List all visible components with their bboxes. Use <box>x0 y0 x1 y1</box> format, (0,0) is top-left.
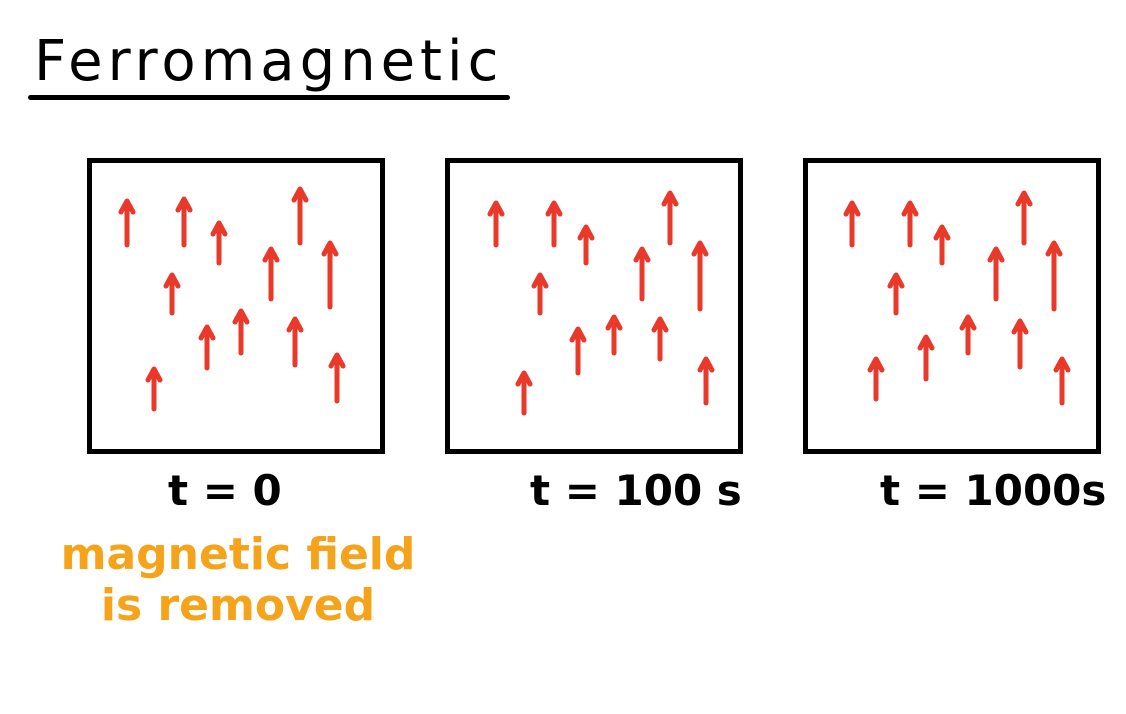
up-arrow-icon <box>1053 356 1071 406</box>
up-arrow-icon <box>569 326 587 376</box>
up-arrow-icon <box>697 356 715 406</box>
arrow-field-t100 <box>487 190 715 416</box>
up-arrow-icon <box>933 224 951 266</box>
time-label-t1000: t = 1000s <box>880 466 1107 515</box>
up-arrow-icon <box>232 308 250 356</box>
up-arrow-icon <box>633 246 651 302</box>
arrow-field-t1000 <box>843 190 1071 406</box>
up-arrow-icon <box>198 324 216 371</box>
up-arrow-icon <box>328 352 346 404</box>
up-arrow-icon <box>843 200 861 248</box>
annotation-text: magnetic field is removed <box>48 529 428 631</box>
up-arrow-icon <box>959 314 977 356</box>
up-arrow-icon <box>661 190 679 246</box>
arrow-field-t0 <box>118 186 346 412</box>
up-arrow-icon <box>545 200 563 248</box>
up-arrow-icon <box>691 240 709 312</box>
up-arrow-icon <box>262 246 280 302</box>
panel-t1000 <box>803 158 1101 454</box>
up-arrow-icon <box>175 196 193 248</box>
annotation-line-1: magnetic field <box>60 529 416 580</box>
annotation-line-2: is removed <box>100 579 376 631</box>
up-arrow-icon <box>163 272 181 316</box>
up-arrow-icon <box>1045 240 1063 312</box>
up-arrow-icon <box>887 272 905 316</box>
up-arrow-icon <box>321 240 339 310</box>
up-arrow-icon <box>651 316 669 362</box>
up-arrow-icon <box>1015 190 1033 246</box>
panel-t100 <box>445 158 743 454</box>
title-underline <box>28 95 510 100</box>
up-arrow-icon <box>577 224 595 266</box>
up-arrow-icon <box>917 334 935 382</box>
up-arrow-icon <box>901 200 919 248</box>
up-arrow-icon <box>987 246 1005 302</box>
up-arrow-icon <box>286 316 304 368</box>
page-title: Ferromagnetic <box>34 29 504 94</box>
up-arrow-icon <box>515 370 533 416</box>
up-arrow-icon <box>487 200 505 248</box>
up-arrow-icon <box>531 272 549 316</box>
panel-t0 <box>87 158 385 454</box>
up-arrow-icon <box>867 356 885 402</box>
up-arrow-icon <box>291 186 309 246</box>
time-label-t100: t = 100 s <box>530 466 742 515</box>
up-arrow-icon <box>605 314 623 356</box>
up-arrow-icon <box>145 366 163 412</box>
time-label-t0: t = 0 <box>168 466 282 515</box>
up-arrow-icon <box>210 220 228 266</box>
up-arrow-icon <box>118 198 136 248</box>
up-arrow-icon <box>1011 318 1029 370</box>
